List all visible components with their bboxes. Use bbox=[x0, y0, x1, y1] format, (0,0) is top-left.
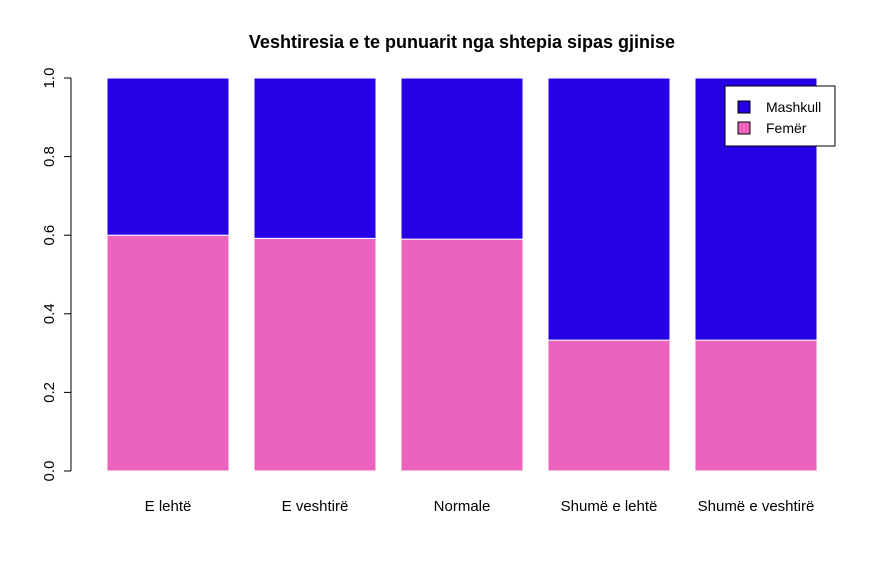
y-tick-label: 0.8 bbox=[41, 146, 58, 167]
y-axis: 0.0 0.2 0.4 0.6 0.8 1.0 bbox=[41, 68, 72, 482]
legend: Mashkull Femër bbox=[724, 85, 836, 147]
x-category-label: Normale bbox=[434, 498, 491, 515]
bar-femer bbox=[547, 339, 671, 472]
bar-femer bbox=[400, 238, 524, 472]
y-tick-label: 1.0 bbox=[41, 68, 58, 89]
y-tick-label: 0.4 bbox=[41, 303, 58, 324]
legend-swatch bbox=[737, 100, 751, 114]
y-tick-label: 0.2 bbox=[41, 382, 58, 403]
bar-femer bbox=[106, 234, 230, 472]
bar-femer bbox=[694, 339, 818, 472]
x-axis-labels: E lehtë E veshtirë Normale Shumë e lehtë Shu… bbox=[145, 498, 815, 515]
legend-box bbox=[724, 85, 836, 147]
x-category-label: E veshtirë bbox=[282, 498, 349, 515]
x-category-label: Shumë e lehtë bbox=[561, 498, 658, 515]
chart-title: Veshtiresia e te punuarit nga shtepia si… bbox=[249, 32, 675, 52]
y-tick-label: 0.6 bbox=[41, 225, 58, 246]
y-tick-label: 0.0 bbox=[41, 461, 58, 482]
bar-mashkull bbox=[106, 77, 230, 236]
bars bbox=[106, 77, 818, 472]
bar-mashkull bbox=[253, 77, 377, 239]
bar-mashkull bbox=[547, 77, 671, 341]
x-category-label: Shumë e veshtirë bbox=[698, 498, 815, 515]
legend-swatch bbox=[737, 121, 751, 135]
x-category-label: E lehtë bbox=[145, 498, 192, 515]
legend-label: Femër bbox=[766, 120, 807, 136]
bar-femer bbox=[253, 237, 377, 472]
legend-label: Mashkull bbox=[766, 99, 821, 115]
bar-mashkull bbox=[400, 77, 524, 240]
